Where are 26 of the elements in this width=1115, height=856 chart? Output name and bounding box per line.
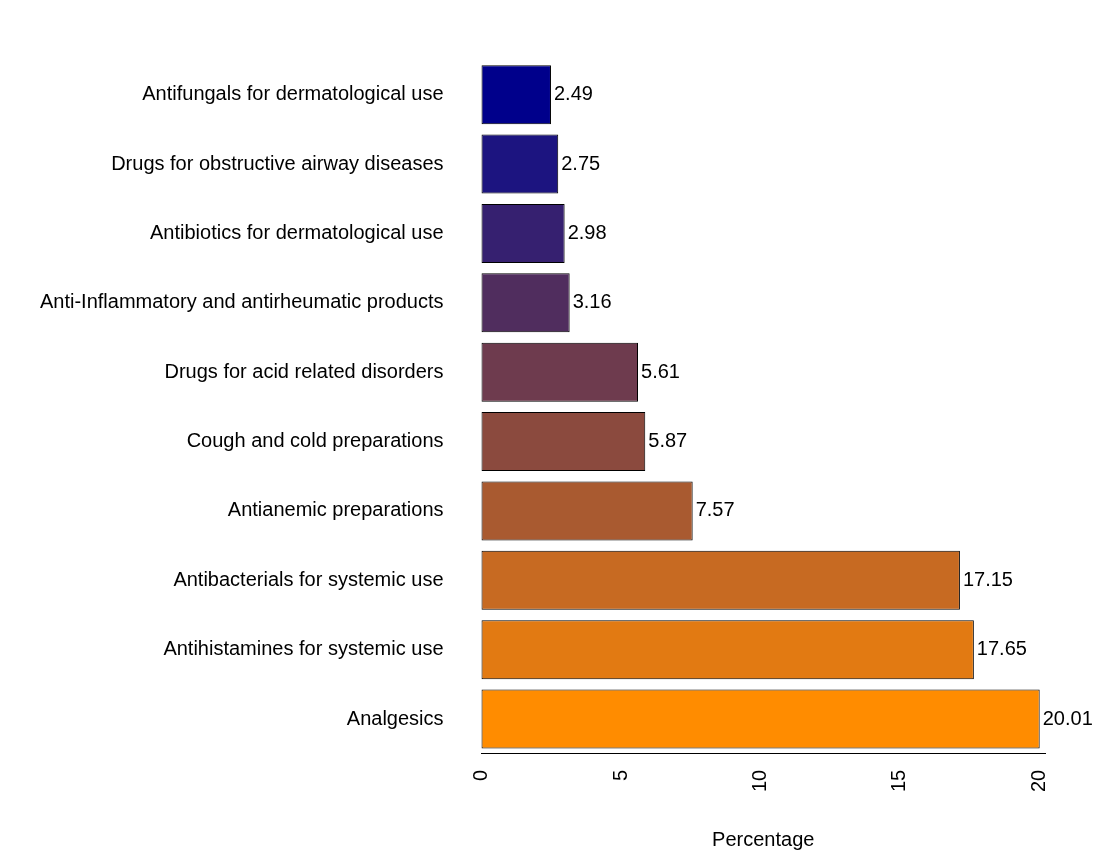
data-label: 2.75: [561, 151, 601, 174]
data-label: 5.87: [648, 429, 688, 452]
x-tick-label: 5: [608, 769, 631, 781]
data-label: 5.61: [641, 359, 680, 382]
x-tick-label: 0: [469, 769, 492, 781]
x-tick-label: 10: [747, 769, 770, 792]
y-tick-label: Antifungals for dermatological use: [142, 82, 444, 105]
data-label: 17.65: [976, 637, 1027, 660]
x-tick-label: 15: [887, 769, 910, 792]
data-label: 2.49: [553, 82, 593, 105]
x-tick-label: 20: [1026, 769, 1049, 792]
data-label: 20.01: [1042, 706, 1093, 729]
y-tick-label: Antibacterials for systemic use: [173, 567, 444, 590]
y-tick-label: Drugs for acid related disorders: [164, 359, 444, 382]
data-label: 3.16: [572, 290, 612, 313]
data-label: 7.57: [695, 498, 735, 521]
data-label: 17.15: [962, 567, 1013, 590]
y-tick-label: Analgesics: [346, 706, 444, 729]
data-label: 2.98: [567, 220, 607, 243]
y-tick-label: Antihistamines for systemic use: [163, 637, 444, 660]
y-tick-label: Antibiotics for dermatological use: [150, 220, 444, 243]
y-tick-label: Cough and cold preparations: [186, 429, 444, 452]
y-tick-label: Anti-Inflammatory and antirheumatic products: [40, 290, 444, 313]
x-axis-title: Percentage: [712, 827, 815, 850]
y-tick-label: Drugs for obstructive airway diseases: [111, 151, 444, 174]
y-tick-label: Antianemic preparations: [227, 498, 444, 521]
